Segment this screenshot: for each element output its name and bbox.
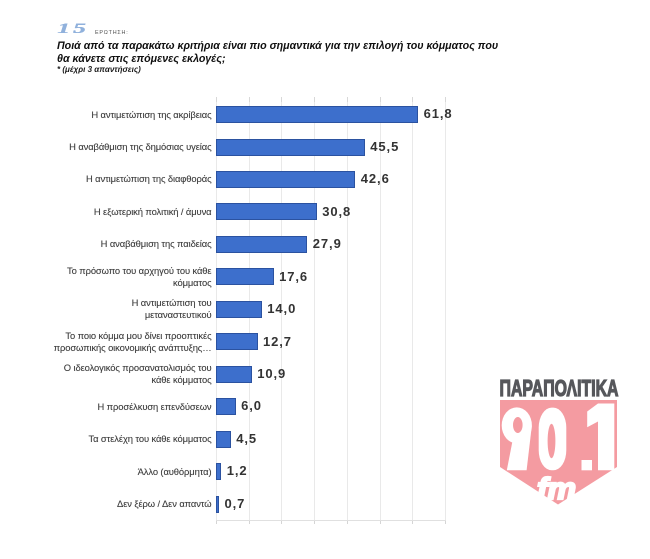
svg-text:ΠΑΡΑΠΟΛΙΤΙΚΑ: ΠΑΡΑΠΟΛΙΤΙΚΑ: [500, 375, 619, 401]
svg-text:fm: fm: [537, 471, 576, 506]
